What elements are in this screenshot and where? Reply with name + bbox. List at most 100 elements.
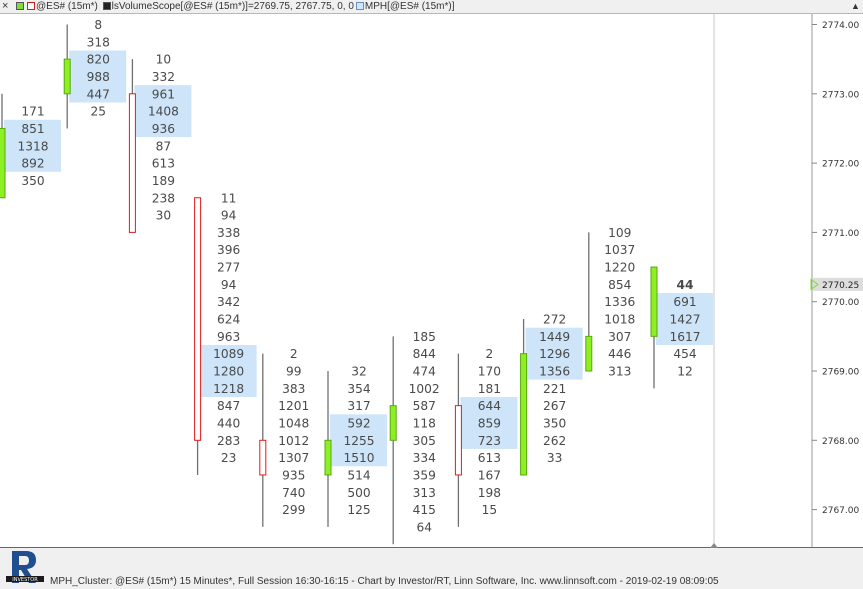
volume-cell: 15: [482, 503, 498, 517]
volume-cell: 94: [221, 278, 237, 292]
status-text: MPH_Cluster: @ES# (15m*) 15 Minutes*, Fu…: [50, 576, 719, 587]
candle-up-body[interactable]: [389, 405, 397, 441]
volume-cell: 691: [673, 295, 696, 309]
window-title: @ES# (15m*) lsVolumeScope[@ES# (15m*)]=2…: [14, 0, 455, 13]
volume-cell: 854: [608, 278, 632, 292]
candle-up-body[interactable]: [63, 58, 71, 95]
volume-cell: 12: [677, 365, 693, 379]
value-area-box: [199, 345, 257, 397]
volume-cell: 171: [21, 105, 44, 119]
status-bar: MPH_Cluster: @ES# (15m*) 15 Minutes*, Fu…: [0, 548, 863, 589]
last-price-arrow-icon: [810, 278, 819, 291]
value-area-box: [525, 327, 583, 380]
volume-cell: 32: [351, 365, 367, 379]
candle-down-body[interactable]: [454, 405, 462, 476]
scroll-up-icon[interactable]: ▲: [851, 1, 860, 11]
volume-cell: 99: [286, 365, 302, 379]
volume-cell: 317: [347, 399, 370, 413]
blue-square-icon: [355, 2, 364, 11]
volume-cell: 440: [217, 416, 240, 430]
candle-up-body[interactable]: [0, 127, 6, 199]
candle-down-body[interactable]: [128, 93, 136, 233]
volume-cell: 415: [413, 503, 436, 517]
volume-cell: 125: [347, 503, 370, 517]
title-volume-scope: lsVolumeScope[@ES# (15m*)]=2769.75, 2767…: [111, 1, 354, 12]
footprint-chart: 1718511318892350831882098844725103329611…: [0, 14, 863, 548]
volume-cell: 1280: [213, 365, 244, 379]
volume-cell: 613: [478, 451, 501, 465]
volume-cell: 313: [608, 365, 631, 379]
price-tick-label: 2772.00: [822, 160, 859, 170]
volume-cell: 613: [152, 157, 175, 171]
volume-cell: 87: [156, 139, 172, 153]
volume-cell: 305: [413, 434, 436, 448]
volume-cell: 283: [217, 434, 240, 448]
volume-cell: 94: [221, 209, 237, 223]
value-area-box: [4, 119, 61, 172]
volume-cell: 332: [152, 70, 175, 84]
volume-cell: 221: [543, 382, 566, 396]
volume-cell: 892: [21, 157, 44, 171]
volume-cell: 342: [217, 295, 240, 309]
volume-cell: 198: [478, 486, 501, 500]
volume-cell: 847: [217, 399, 240, 413]
price-tick-label: 2770.00: [822, 298, 859, 308]
red-square-icon: [27, 2, 35, 11]
volume-cell: 350: [21, 174, 44, 188]
volume-cell: 383: [282, 382, 305, 396]
volume-cell: 350: [543, 416, 566, 430]
volume-cell: 624: [217, 313, 241, 327]
volume-cell: 1408: [148, 105, 179, 119]
time-marker-icon: [710, 543, 718, 548]
candle-up-body[interactable]: [324, 439, 332, 476]
volume-cell: 1427: [669, 313, 700, 327]
price-tick-label: 2773.00: [822, 90, 859, 100]
volume-cell: 592: [347, 416, 370, 430]
candle-up-body[interactable]: [650, 266, 658, 337]
candle-down-body[interactable]: [259, 439, 267, 476]
candle-down-body[interactable]: [194, 197, 202, 441]
chart-window-titlebar: × @ES# (15m*) lsVolumeScope[@ES# (15m*)]…: [0, 0, 863, 14]
candle-up-body[interactable]: [520, 353, 528, 476]
volume-cell: 859: [478, 416, 501, 430]
volume-cell: 1255: [343, 434, 374, 448]
volume-cell: 44: [677, 278, 694, 292]
value-area-box: [330, 414, 387, 467]
price-tick-label: 2771.00: [822, 229, 859, 239]
volume-cell: 1296: [539, 347, 570, 361]
volume-cell: 820: [87, 53, 110, 67]
volume-cell: 277: [217, 261, 240, 275]
volume-cell: 2: [290, 347, 298, 361]
last-price-tag[interactable]: [813, 277, 863, 291]
volume-cell: 936: [152, 122, 175, 136]
volume-cell: 1220: [604, 261, 635, 275]
volume-cell: 1037: [604, 243, 635, 257]
price-tick-label: 2774.00: [822, 21, 859, 31]
volume-cell: 167: [478, 468, 501, 482]
volume-cell: 334: [413, 451, 437, 465]
volume-cell: 1018: [604, 313, 635, 327]
candle-layer[interactable]: [0, 24, 658, 545]
volume-cell: 514: [347, 468, 371, 482]
volume-cell: 454: [673, 347, 697, 361]
volume-cell: 64: [416, 520, 432, 534]
volume-cell: 1510: [343, 451, 374, 465]
time-axis[interactable]: 05:4506:0006:1506:3006:4507:0007:1507:30…: [0, 543, 863, 548]
volume-cell: 11: [221, 191, 237, 205]
candle-up-body[interactable]: [585, 335, 593, 372]
volume-cell: 1307: [278, 451, 309, 465]
close-icon[interactable]: ×: [2, 0, 9, 12]
volume-text-layer: 1718511318892350831882098844725103329611…: [17, 18, 700, 534]
price-axis[interactable]: 2774.00 2773.00 2772.00 2771.00 2770.00 2769.…: [810, 14, 863, 548]
green-red-bars-icon: [16, 2, 24, 11]
volume-cell: 307: [608, 330, 631, 344]
volume-cell: 1089: [213, 347, 244, 361]
volume-cell: 935: [282, 468, 305, 482]
volume-cell: 1318: [17, 139, 48, 153]
price-tick-label: 2767.00: [822, 506, 859, 516]
value-area-box: [656, 293, 713, 345]
value-area-layer: [4, 50, 713, 467]
volume-cell: 354: [347, 382, 371, 396]
volume-cell: 644: [478, 399, 502, 413]
volume-cell: 118: [413, 416, 436, 430]
